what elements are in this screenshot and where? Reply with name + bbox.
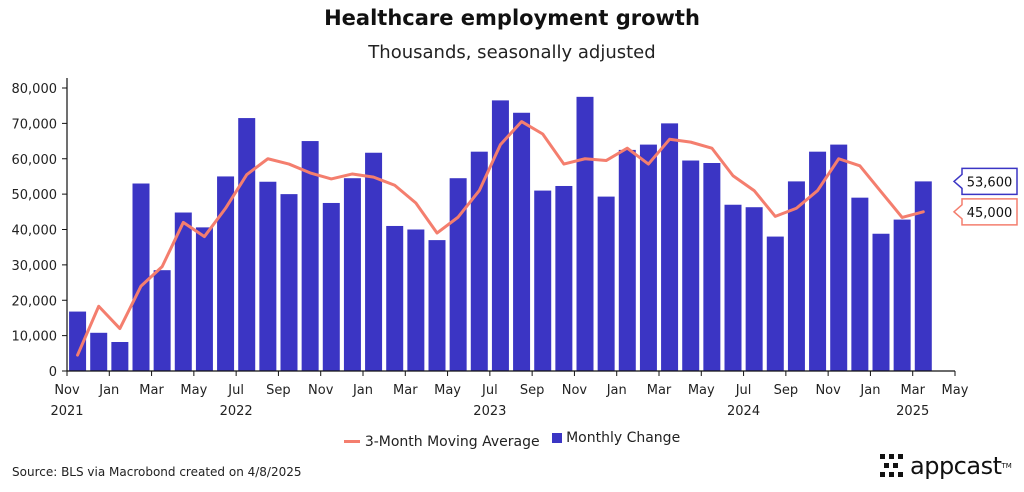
- bar: [639, 144, 657, 371]
- y-tick-label: 30,000: [12, 259, 58, 274]
- bar: [174, 212, 192, 371]
- x-year-label: 2023: [473, 404, 506, 419]
- bar: [576, 96, 594, 371]
- bar: [682, 160, 700, 371]
- bar: [238, 118, 256, 371]
- bar: [661, 123, 679, 371]
- x-tick-label: Jul: [735, 383, 752, 398]
- bar: [809, 151, 827, 371]
- y-tick-label: 40,000: [12, 224, 58, 239]
- appcast-logo-tm: TM: [1001, 462, 1012, 470]
- x-tick-label: Jan: [859, 383, 880, 398]
- x-tick-label: Mar: [139, 383, 164, 398]
- x-tick-label: Mar: [900, 383, 925, 398]
- x-tick-label: May: [688, 383, 715, 398]
- bar: [449, 178, 467, 371]
- x-tick-label: Mar: [393, 383, 418, 398]
- chart-title: Healthcare employment growth: [324, 6, 700, 30]
- bar: [830, 144, 848, 371]
- chart-subtitle: Thousands, seasonally adjusted: [368, 42, 656, 63]
- y-tick-label: 80,000: [12, 82, 58, 97]
- bar: [322, 202, 340, 371]
- bar: [703, 162, 721, 371]
- x-tick-label: Mar: [647, 383, 672, 398]
- legend-bar-swatch: [552, 433, 563, 443]
- legend-line-swatch: [343, 440, 360, 443]
- x-year-label: 2021: [50, 404, 83, 419]
- bar: [766, 236, 784, 371]
- appcast-logo-text: appcast: [910, 452, 1002, 480]
- bar: [343, 178, 361, 371]
- bar: [428, 240, 446, 371]
- bar: [491, 100, 509, 371]
- callout-label: 53,600: [967, 175, 1013, 190]
- x-tick-label: Nov: [815, 383, 841, 398]
- legend-line-label: 3-Month Moving Average: [364, 433, 540, 450]
- appcast-logo-icon: [880, 454, 903, 477]
- x-year-label: 2024: [727, 404, 760, 419]
- bar: [724, 204, 742, 371]
- legend-bar-label: Monthly Change: [566, 430, 681, 446]
- callout-box: [952, 167, 1018, 196]
- legend-item-moving-average: 3-Month Moving Average: [343, 433, 540, 450]
- bar: [407, 229, 425, 371]
- y-tick-label: 0: [49, 365, 57, 380]
- y-tick-label: 50,000: [12, 188, 58, 203]
- y-tick-label: 70,000: [12, 117, 58, 132]
- legend-item-monthly-change: Monthly Change: [552, 430, 680, 446]
- bar: [280, 194, 298, 371]
- bar: [365, 152, 383, 371]
- x-tick-label: Jul: [227, 383, 244, 398]
- bar: [914, 181, 932, 371]
- x-tick-label: Jan: [606, 383, 627, 398]
- bar: [195, 227, 213, 371]
- bar: [513, 112, 531, 371]
- appcast-logo: appcast TM: [880, 452, 1012, 480]
- x-tick-label: Nov: [562, 383, 588, 398]
- x-tick-label: May: [942, 383, 969, 398]
- x-tick-label: Jul: [481, 383, 498, 398]
- callout-box: [952, 198, 1018, 226]
- source-note: Source: BLS via Macrobond created on 4/8…: [12, 465, 302, 479]
- bar: [386, 225, 404, 371]
- x-tick-label: Jan: [352, 383, 373, 398]
- bar: [851, 197, 869, 371]
- y-tick-label: 20,000: [12, 294, 58, 309]
- bar: [470, 151, 488, 371]
- x-tick-label: May: [180, 383, 207, 398]
- y-tick-label: 10,000: [12, 330, 58, 345]
- bar: [217, 176, 235, 371]
- bar: [893, 219, 911, 371]
- bar: [259, 181, 277, 371]
- bar: [534, 190, 552, 371]
- bar: [618, 149, 636, 371]
- x-tick-label: Nov: [308, 383, 334, 398]
- bar: [132, 183, 150, 371]
- x-year-label: 2025: [896, 404, 929, 419]
- x-tick-label: May: [434, 383, 461, 398]
- moving-average-line: [76, 120, 925, 357]
- bar: [555, 185, 573, 371]
- bar: [111, 341, 129, 371]
- bar: [787, 181, 805, 371]
- bar: [69, 311, 87, 371]
- x-tick-label: Sep: [520, 383, 545, 398]
- y-tick-label: 60,000: [12, 153, 58, 168]
- bar: [872, 233, 890, 371]
- bar: [597, 196, 615, 371]
- x-tick-label: Sep: [266, 383, 291, 398]
- x-tick-label: Sep: [774, 383, 799, 398]
- callout-label: 45,000: [967, 206, 1013, 221]
- chart-svg: 0 10,000 20,000 30,000 40,000 50,000 60,000 70,…: [12, 78, 1018, 419]
- bar: [745, 207, 763, 371]
- bar: [153, 270, 171, 371]
- bar: [301, 141, 319, 371]
- x-tick-label: Nov: [54, 383, 80, 398]
- chart-legend: 3-Month Moving Average Monthly Change: [0, 430, 1024, 450]
- x-year-label: 2022: [220, 404, 253, 419]
- bar: [90, 332, 108, 371]
- x-tick-label: Jan: [98, 383, 119, 398]
